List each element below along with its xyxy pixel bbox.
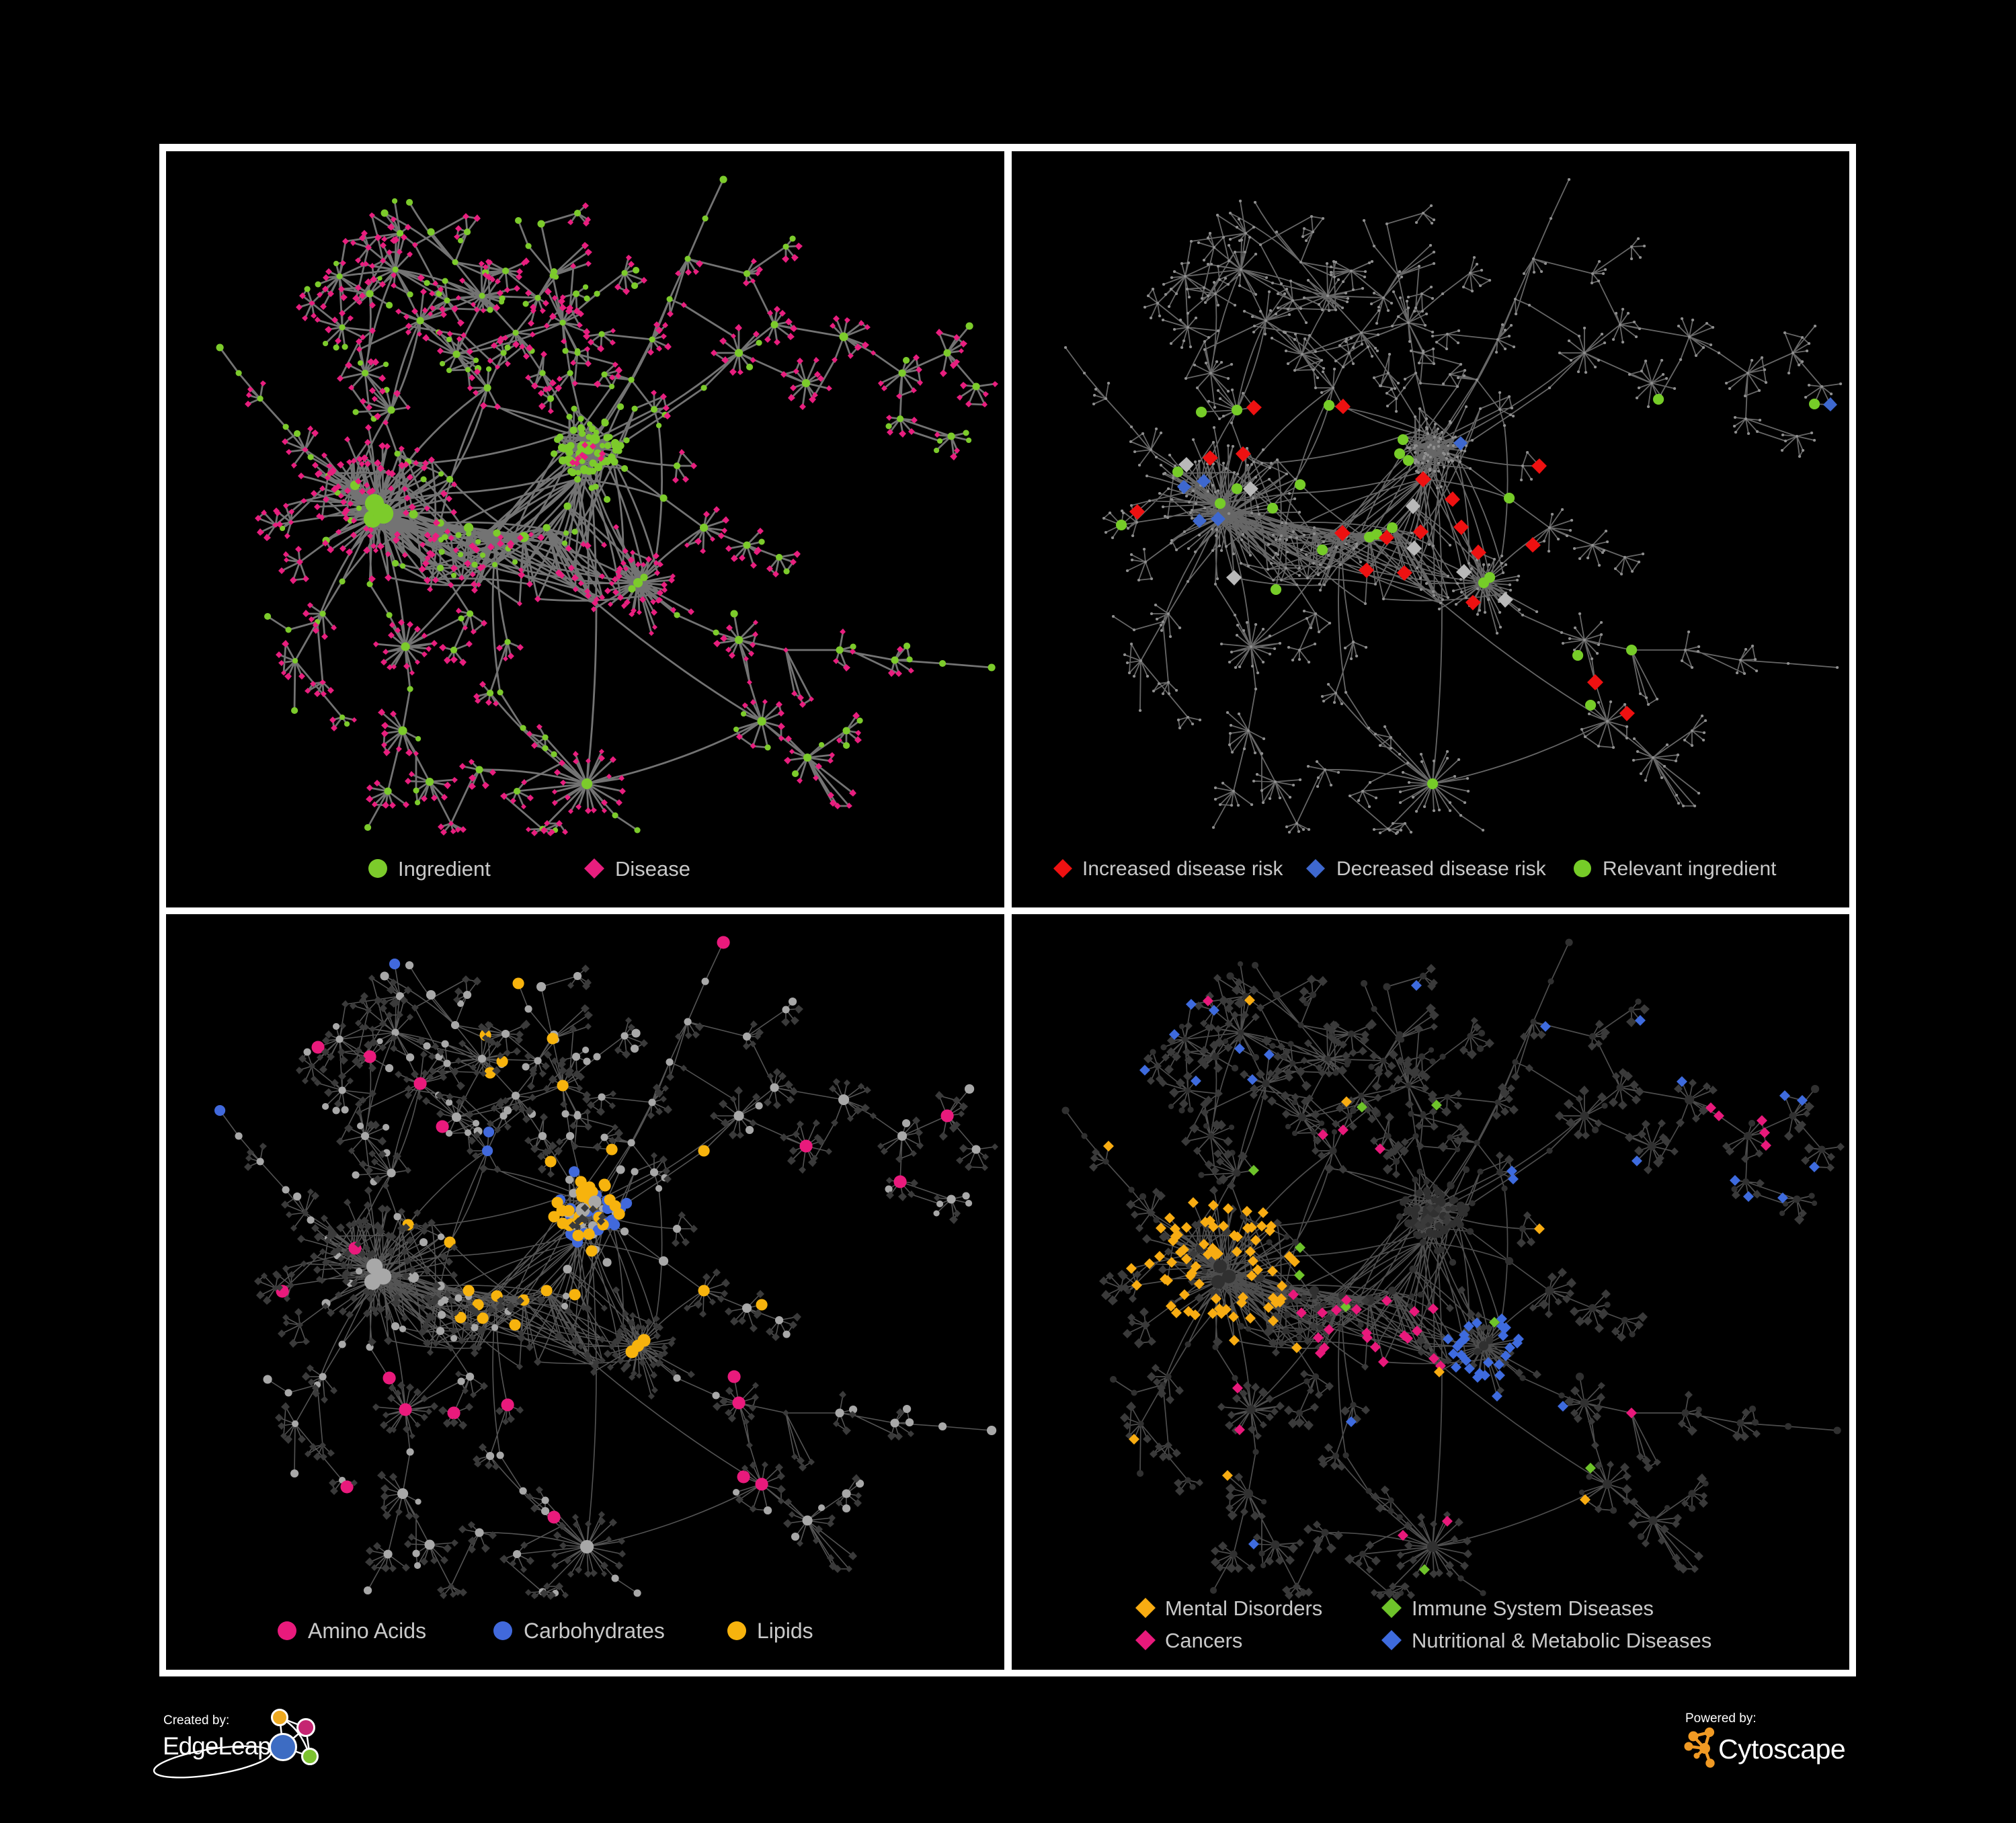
svg-text:Created by:: Created by: bbox=[163, 1713, 229, 1728]
svg-text:Cytoscape: Cytoscape bbox=[1718, 1734, 1845, 1765]
svg-text:Amino Acids: Amino Acids bbox=[308, 1619, 426, 1643]
svg-text:Mental Disorders: Mental Disorders bbox=[1165, 1596, 1322, 1620]
svg-text:Relevant ingredient: Relevant ingredient bbox=[1603, 858, 1777, 880]
svg-text:Lipids: Lipids bbox=[757, 1619, 813, 1643]
svg-text:Carbohydrates: Carbohydrates bbox=[524, 1619, 665, 1643]
svg-text:Decreased disease risk: Decreased disease risk bbox=[1336, 858, 1547, 880]
svg-text:Powered by:: Powered by: bbox=[1685, 1711, 1757, 1726]
svg-text:Ingredient: Ingredient bbox=[398, 857, 491, 881]
svg-text:Cancers: Cancers bbox=[1165, 1629, 1242, 1652]
svg-text:Disease: Disease bbox=[615, 857, 690, 881]
svg-text:Increased disease risk: Increased disease risk bbox=[1082, 858, 1283, 880]
svg-text:Immune System Diseases: Immune System Diseases bbox=[1412, 1596, 1654, 1620]
svg-text:Nutritional & Metabolic Diseas: Nutritional & Metabolic Diseases bbox=[1412, 1629, 1711, 1652]
